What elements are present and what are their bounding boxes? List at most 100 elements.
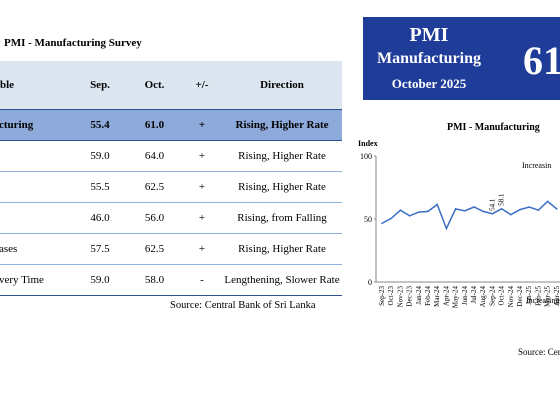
row-change: + xyxy=(198,150,206,162)
x-tick-label: Nov-24 xyxy=(507,286,515,308)
table-header-row: ble Sep. Oct. +/- Direction xyxy=(0,61,342,110)
row-oct: 64.0 xyxy=(144,150,165,162)
data-point xyxy=(408,215,411,217)
data-point xyxy=(491,213,494,215)
pmi-summary-box: PMI Manufacturing October 2025 61 xyxy=(363,17,560,100)
row-sep: 57.5 xyxy=(90,243,110,255)
summary-title: PMI xyxy=(409,24,449,46)
row-variable xyxy=(0,141,73,172)
data-point xyxy=(418,211,420,213)
row-change: + xyxy=(198,181,206,193)
x-tick-label: Dec-23 xyxy=(406,286,414,307)
row-sep: 59.0 xyxy=(90,150,110,162)
row-direction: Rising, Higher Rate xyxy=(238,243,326,255)
data-point xyxy=(500,207,503,210)
data-point xyxy=(399,209,402,211)
data-point xyxy=(381,222,383,225)
table-row: 46.0 56.0 + Rising, from Falling xyxy=(0,203,342,234)
row-oct: 58.0 xyxy=(144,274,165,286)
y-tick-label: 100 xyxy=(360,152,372,161)
row-variable: cturing xyxy=(0,109,73,141)
data-point xyxy=(556,208,558,210)
x-tick-label: Feb-25 xyxy=(534,286,542,306)
table-row: 55.5 62.5 + Rising, Higher Rate xyxy=(0,172,342,203)
row-direction: Rising, Higher Rate xyxy=(238,150,326,162)
header-sep: Sep. xyxy=(73,61,127,110)
row-direction: Rising, from Falling xyxy=(237,212,327,224)
header-oct: Oct. xyxy=(127,61,182,110)
data-point xyxy=(519,208,521,211)
data-label: 58.1 xyxy=(498,193,506,206)
survey-table: ble Sep. Oct. +/- Direction cturing 55.4… xyxy=(0,61,342,296)
x-tick-label: Jun-24 xyxy=(461,286,469,306)
data-point xyxy=(482,210,484,213)
region-label-lower: Increasing xyxy=(526,296,559,305)
data-point xyxy=(510,213,512,216)
x-tick-label: Jul-24 xyxy=(470,286,478,304)
table-row: cturing 55.4 61.0 + Rising, Higher Rate xyxy=(0,109,342,141)
x-tick-label: Feb-24 xyxy=(424,286,432,306)
chart-title: PMI - Manufacturing xyxy=(447,122,540,133)
data-point xyxy=(427,210,429,213)
table-row: 59.0 64.0 + Rising, Higher Rate xyxy=(0,141,342,172)
x-tick-label: Sep-24 xyxy=(488,286,496,306)
row-sep: 55.4 xyxy=(73,109,127,141)
row-direction: Rising, Higher Rate xyxy=(238,181,326,193)
chart-source-note: Source: Cen xyxy=(518,347,560,357)
data-point xyxy=(390,217,392,220)
x-tick-label: Oct-23 xyxy=(387,286,395,306)
x-tick-label: Jan-25 xyxy=(525,286,533,305)
summary-period: October 2025 xyxy=(391,76,467,91)
header-variable: ble xyxy=(0,61,73,110)
x-tick-label: Aug-24 xyxy=(479,286,487,308)
data-point xyxy=(445,227,448,230)
data-point xyxy=(528,206,530,208)
x-tick-label: Apr-25 xyxy=(553,286,560,307)
row-sep: 59.0 xyxy=(90,274,110,286)
row-direction: Lengthening, Slower Rate xyxy=(224,274,340,286)
x-tick-label: Mar-25 xyxy=(544,286,552,307)
row-oct: 56.0 xyxy=(144,212,165,224)
table-row: ases 57.5 62.5 + Rising, Higher Rate xyxy=(0,234,342,265)
row-oct: 61.0 xyxy=(127,109,182,141)
row-direction: Rising, Higher Rate xyxy=(222,109,342,141)
summary-value: 61 xyxy=(523,38,560,83)
summary-subtitle: Manufacturing xyxy=(377,50,481,67)
header-change: +/- xyxy=(182,61,222,110)
table-source-note: Source: Central Bank of Sri Lanka xyxy=(170,300,316,311)
x-tick-label: May-24 xyxy=(452,286,460,309)
data-point xyxy=(473,206,475,208)
row-sep: 46.0 xyxy=(90,212,110,224)
table-row: very Time 59.0 58.0 - Lengthening, Slowe… xyxy=(0,265,342,296)
data-point xyxy=(546,200,549,203)
region-label-upper: Increasin xyxy=(522,161,551,170)
x-tick-label: Nov-23 xyxy=(396,286,404,308)
header-direction: Direction xyxy=(222,61,342,110)
x-tick-label: Oct-24 xyxy=(498,286,506,306)
data-point xyxy=(436,203,438,206)
data-point xyxy=(537,209,540,211)
x-tick-label: Dec-24 xyxy=(516,286,524,307)
x-tick-label: Jan-24 xyxy=(415,286,423,305)
row-variable xyxy=(0,172,73,203)
data-label: 54.1 xyxy=(488,198,496,211)
survey-title: PMI - Manufacturing Survey xyxy=(4,37,142,49)
x-tick-label: Mar-24 xyxy=(433,286,441,307)
row-oct: 62.5 xyxy=(144,181,165,193)
data-point xyxy=(454,208,457,210)
row-variable: ases xyxy=(0,243,18,255)
series-line xyxy=(381,200,558,231)
row-variable: very Time xyxy=(0,274,44,286)
row-sep: 55.5 xyxy=(90,181,110,193)
survey-table-container: ble Sep. Oct. +/- Direction cturing 55.4… xyxy=(0,61,342,296)
row-oct: 62.5 xyxy=(144,243,165,255)
row-change: + xyxy=(198,243,206,255)
x-tick-label: Apr-24 xyxy=(442,286,450,307)
row-change: + xyxy=(182,109,222,141)
row-change: + xyxy=(198,212,206,224)
chart-y-axis-label: Index xyxy=(358,139,378,148)
row-change: - xyxy=(200,274,204,286)
y-tick-label: 50 xyxy=(364,215,372,224)
y-tick-label: 0 xyxy=(368,278,372,287)
row-variable xyxy=(0,203,73,234)
